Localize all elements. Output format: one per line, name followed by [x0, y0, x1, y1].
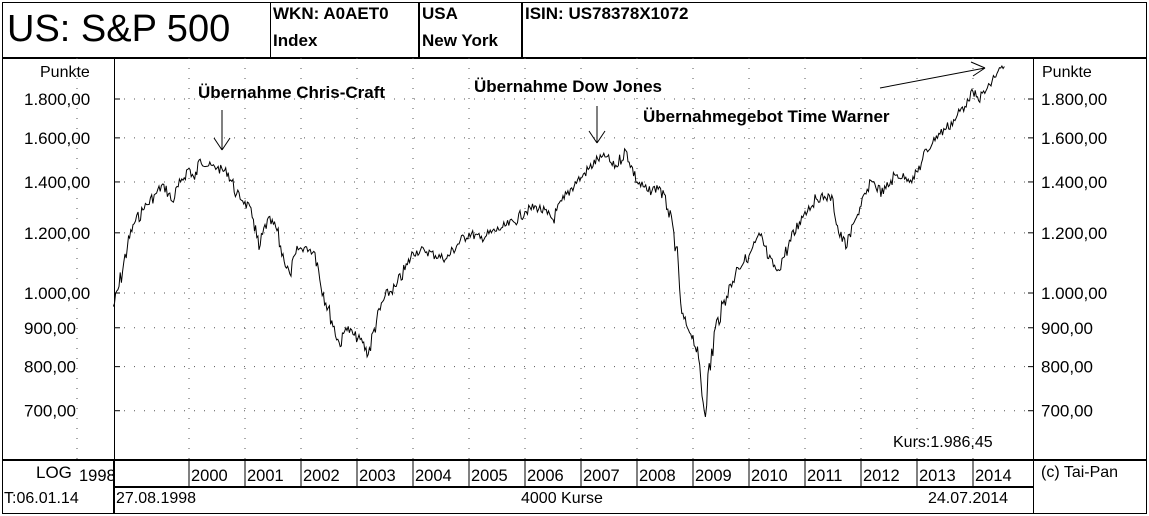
frame-box: [114, 487, 1034, 514]
x-tick-label: 2004: [415, 467, 452, 485]
y-tick-label-left: 1.200,00: [24, 224, 90, 243]
x-tick-label: 2002: [303, 467, 340, 485]
y-tick-label-left: 1.000,00: [24, 284, 90, 303]
annotation-label: Übernahme Dow Jones: [474, 77, 662, 96]
annotation-label: Übernahme Chris-Craft: [198, 83, 385, 102]
y-tick-label-left: 800,00: [24, 358, 76, 377]
copyright-label: (c) Tai-Pan: [1041, 464, 1119, 481]
frame-box: [114, 58, 1034, 460]
x-tick-label: 2000: [191, 467, 228, 485]
y-tick-label-right: 800,00: [1041, 358, 1093, 377]
end-date-label: 24.07.2014: [928, 490, 1009, 507]
y-tick-label-right: 900,00: [1041, 319, 1093, 338]
y-tick-label-right: 1.200,00: [1041, 224, 1107, 243]
y-tick-label-right: 1.000,00: [1041, 284, 1107, 303]
isin-label: ISIN: US78378X1072: [525, 4, 689, 23]
x-tick-label: 2003: [359, 467, 396, 485]
x-tick-label: 2010: [751, 467, 788, 485]
frame-box: [2, 460, 114, 514]
annotation-arrowhead: [221, 137, 231, 151]
x-tick-label: 1998: [79, 467, 116, 485]
page-title: US: S&P 500: [7, 8, 231, 50]
frame-box: [419, 2, 522, 58]
y-tick-label-left: 900,00: [24, 319, 76, 338]
y-tick-label-right: 1.600,00: [1041, 129, 1107, 148]
annotation-arrowhead: [588, 130, 598, 144]
start-date-label: 27.08.1998: [116, 490, 197, 507]
y-tick-label-left: 1.600,00: [24, 129, 90, 148]
x-tick-label: 2006: [527, 467, 564, 485]
y-tick-label-left: 1.400,00: [24, 173, 90, 192]
frame-box: [522, 2, 1147, 58]
y-tick-label-left: 700,00: [24, 402, 76, 421]
y-tick-label-right: 700,00: [1041, 402, 1093, 421]
series-line: [112, 64, 1005, 417]
annotation-label: Übernahmegebot Time Warner: [643, 107, 890, 126]
annotation-arrowhead: [972, 67, 986, 77]
timestamp-label: T:06.01.14: [4, 490, 79, 507]
frame-box: [114, 460, 1034, 487]
x-tick-label: 2008: [639, 467, 676, 485]
x-tick-label: 2007: [583, 467, 620, 485]
country-label: USA: [422, 4, 458, 23]
x-tick-label: 2001: [247, 467, 284, 485]
annotation-arrowhead: [213, 137, 223, 151]
annotation-arrowhead: [596, 130, 606, 144]
last-price-label: Kurs:1.986,45: [893, 434, 993, 451]
y-axis-label-left: Punkte: [40, 64, 90, 81]
x-tick-label: 2011: [807, 467, 842, 485]
instrument-type: Index: [273, 31, 318, 50]
scale-label: LOG: [36, 463, 72, 482]
annotation-arrow: [879, 67, 986, 89]
y-tick-label-right: 1.400,00: [1041, 173, 1107, 192]
exchange-label: New York: [422, 31, 498, 50]
x-tick-label: 2014: [975, 467, 1012, 485]
y-axis-label-right: Punkte: [1042, 64, 1092, 81]
annotation-arrowhead: [970, 61, 986, 69]
x-tick-label: 2009: [695, 467, 732, 485]
y-tick-label-right: 1.800,00: [1041, 90, 1107, 109]
x-tick-label: 2013: [919, 467, 956, 485]
data-count-label: 4000 Kurse: [521, 490, 603, 507]
y-tick-label-left: 1.800,00: [24, 90, 90, 109]
x-tick-label: 2012: [863, 467, 900, 485]
wkn-label: WKN: A0AET0: [273, 4, 389, 23]
x-tick-label: 2005: [471, 467, 508, 485]
frame-box: [2, 58, 1147, 460]
frame-box: [270, 2, 419, 58]
